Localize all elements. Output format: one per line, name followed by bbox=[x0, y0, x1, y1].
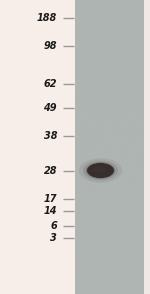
Bar bbox=[144, 0, 150, 294]
Ellipse shape bbox=[79, 158, 122, 183]
Text: 17: 17 bbox=[44, 194, 57, 204]
Bar bbox=[75, 0, 144, 294]
Text: 3: 3 bbox=[50, 233, 57, 243]
Text: 28: 28 bbox=[44, 166, 57, 176]
Ellipse shape bbox=[92, 167, 106, 172]
Text: 62: 62 bbox=[44, 79, 57, 89]
Text: 14: 14 bbox=[44, 206, 57, 216]
Bar bbox=[0, 0, 75, 294]
Ellipse shape bbox=[86, 162, 115, 179]
Ellipse shape bbox=[87, 163, 114, 178]
Text: 49: 49 bbox=[44, 103, 57, 113]
Ellipse shape bbox=[83, 161, 118, 181]
Text: 38: 38 bbox=[44, 131, 57, 141]
Text: 6: 6 bbox=[50, 221, 57, 231]
Text: 98: 98 bbox=[44, 41, 57, 51]
Text: 188: 188 bbox=[37, 13, 57, 23]
